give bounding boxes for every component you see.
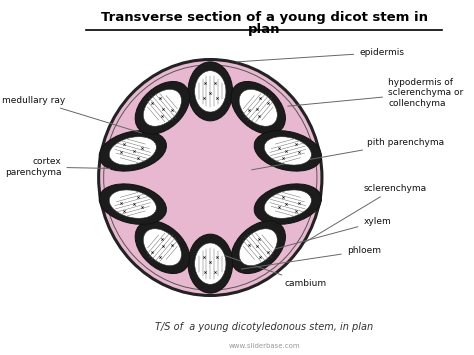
Text: plan: plan bbox=[248, 22, 280, 36]
Ellipse shape bbox=[143, 229, 182, 266]
Ellipse shape bbox=[239, 229, 277, 266]
Ellipse shape bbox=[195, 71, 226, 112]
Ellipse shape bbox=[264, 190, 311, 218]
Text: phloem: phloem bbox=[241, 246, 381, 269]
Text: xylem: xylem bbox=[263, 217, 391, 252]
Text: cortex
parenchyma: cortex parenchyma bbox=[5, 157, 109, 177]
Ellipse shape bbox=[195, 243, 226, 284]
Text: Transverse section of a young dicot stem in: Transverse section of a young dicot stem… bbox=[100, 11, 428, 24]
Ellipse shape bbox=[135, 221, 190, 274]
Text: T/S of  a young dicotyledonous stem, in plan: T/S of a young dicotyledonous stem, in p… bbox=[155, 322, 373, 332]
Ellipse shape bbox=[143, 89, 182, 126]
Ellipse shape bbox=[264, 137, 311, 165]
Ellipse shape bbox=[231, 81, 285, 134]
Ellipse shape bbox=[99, 131, 166, 171]
Text: www.sliderbase.com: www.sliderbase.com bbox=[228, 343, 300, 349]
Ellipse shape bbox=[109, 190, 156, 218]
Ellipse shape bbox=[231, 221, 285, 274]
Ellipse shape bbox=[135, 81, 190, 134]
Ellipse shape bbox=[188, 234, 233, 293]
Ellipse shape bbox=[239, 89, 277, 126]
Text: cambium: cambium bbox=[213, 252, 327, 288]
Text: hypodermis of
sclerenchyma or
collenchyma: hypodermis of sclerenchyma or collenchym… bbox=[288, 78, 464, 108]
Text: medullary ray: medullary ray bbox=[2, 95, 141, 133]
Ellipse shape bbox=[109, 137, 156, 165]
Text: epidermis: epidermis bbox=[237, 48, 404, 62]
Text: sclerenchyma: sclerenchyma bbox=[305, 184, 427, 242]
Ellipse shape bbox=[254, 184, 321, 224]
Text: pith parenchyma: pith parenchyma bbox=[252, 138, 445, 170]
Ellipse shape bbox=[188, 62, 233, 121]
Ellipse shape bbox=[254, 131, 321, 171]
Ellipse shape bbox=[99, 184, 166, 224]
Ellipse shape bbox=[99, 60, 322, 295]
